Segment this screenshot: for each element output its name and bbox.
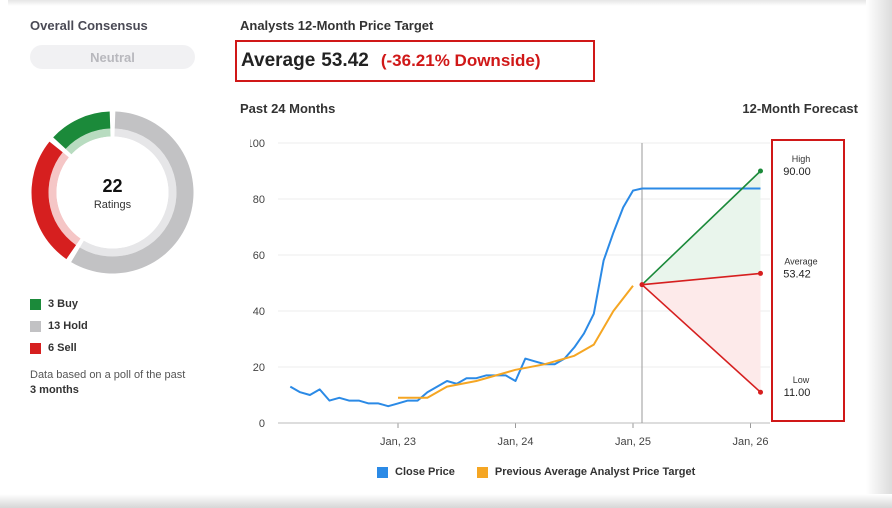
forecast-low-line [641, 284, 762, 393]
y-tick-label: 0 [259, 418, 265, 430]
legend-sell: 6 Sell [30, 337, 88, 359]
forecast-high-point [758, 168, 763, 174]
donut-segment-buy [53, 111, 111, 149]
forecast-high-value: 90.00 [783, 166, 811, 178]
forecast-period-label: 12-Month Forecast [742, 101, 858, 116]
average-target-box: Average 53.42 (-36.21% Downside) [235, 40, 595, 82]
analyst-target-line [398, 285, 634, 399]
y-tick-label: 80 [253, 194, 265, 206]
donut-inner-sell [48, 152, 81, 246]
forecast-low-label: Low [793, 375, 810, 385]
forecast-average-value: 53.42 [783, 268, 811, 280]
downside-percent: (-36.21% Downside) [380, 51, 541, 70]
poll-note-period: 3 months [30, 384, 79, 396]
x-tick-label: Jan, 26 [732, 436, 768, 448]
poll-note: Data based on a poll of the past 3 month… [30, 368, 190, 398]
donut-segment-hold [71, 111, 194, 274]
legend-analyst-target[interactable]: Previous Average Analyst Price Target [476, 466, 696, 478]
forecast-high-line [641, 170, 762, 286]
legend-hold-label: 13 Hold [48, 320, 88, 332]
ratings-donut-chart [31, 111, 194, 274]
forecast-average-label: Average [784, 256, 817, 266]
panel-shadow-right [866, 0, 892, 508]
past-period-label: Past 24 Months [240, 101, 336, 116]
forecast-low-point [758, 389, 763, 395]
forecast-high-label: High [792, 154, 811, 164]
y-tick-label: 100 [250, 138, 265, 150]
x-tick-label: Jan, 24 [497, 436, 533, 448]
ratings-label: Ratings [93, 199, 132, 211]
analyst-target-swatch [476, 466, 488, 478]
buy-swatch [30, 298, 41, 310]
close-price-line [289, 187, 643, 408]
panel-shadow-bottom [0, 494, 892, 508]
donut-inner-hold [79, 128, 177, 257]
legend-sell-label: 6 Sell [48, 342, 77, 354]
legend-buy: 3 Buy [30, 293, 88, 315]
donut-hole [56, 136, 169, 249]
legend-close-price-label: Close Price [395, 466, 455, 478]
hold-swatch [30, 320, 41, 332]
donut-segment-sell [31, 141, 77, 260]
poll-note-text: Data based on a poll of the past [30, 369, 186, 381]
ratings-count: 22 [102, 176, 123, 196]
y-tick-label: 40 [253, 306, 265, 318]
average-label: Average [241, 50, 316, 71]
ratings-legend: 3 Buy 13 Hold 6 Sell [30, 293, 88, 359]
y-tick-label: 60 [253, 250, 265, 262]
y-tick-label: 20 [253, 362, 265, 374]
price-target-title: Analysts 12-Month Price Target [240, 18, 434, 33]
panel-shadow-top [8, 0, 868, 6]
consensus-rating-badge: Neutral [30, 45, 195, 69]
x-tick-label: Jan, 25 [615, 436, 651, 448]
forecast-downside-area [642, 273, 761, 393]
forecast-average-line [641, 272, 761, 286]
forecast-labels-box [771, 139, 845, 422]
donut-inner-buy [65, 128, 111, 155]
price-chart: 0 20 40 60 80 100 Jan, 23 Jan, 24 Jan, 25 Jan, 26… [250, 138, 845, 448]
forecast-low-value: 11.00 [784, 387, 811, 399]
average-value: 53.42 [321, 50, 369, 71]
ratings-total: 22 Ratings [30, 176, 195, 211]
legend-close-price[interactable]: Close Price [377, 466, 455, 478]
legend-hold: 13 Hold [30, 315, 88, 337]
legend-analyst-target-label: Previous Average Analyst Price Target [494, 466, 696, 478]
sell-swatch [30, 342, 41, 354]
close-price-swatch [377, 466, 388, 478]
consensus-title: Overall Consensus [30, 18, 148, 33]
forecast-origin-point [639, 282, 645, 288]
forecast-average-point [758, 270, 763, 276]
legend-buy-label: 3 Buy [48, 298, 78, 310]
x-tick-label: Jan, 23 [380, 436, 416, 448]
chart-legend: Close Price Previous Average Analyst Pri… [377, 466, 717, 478]
